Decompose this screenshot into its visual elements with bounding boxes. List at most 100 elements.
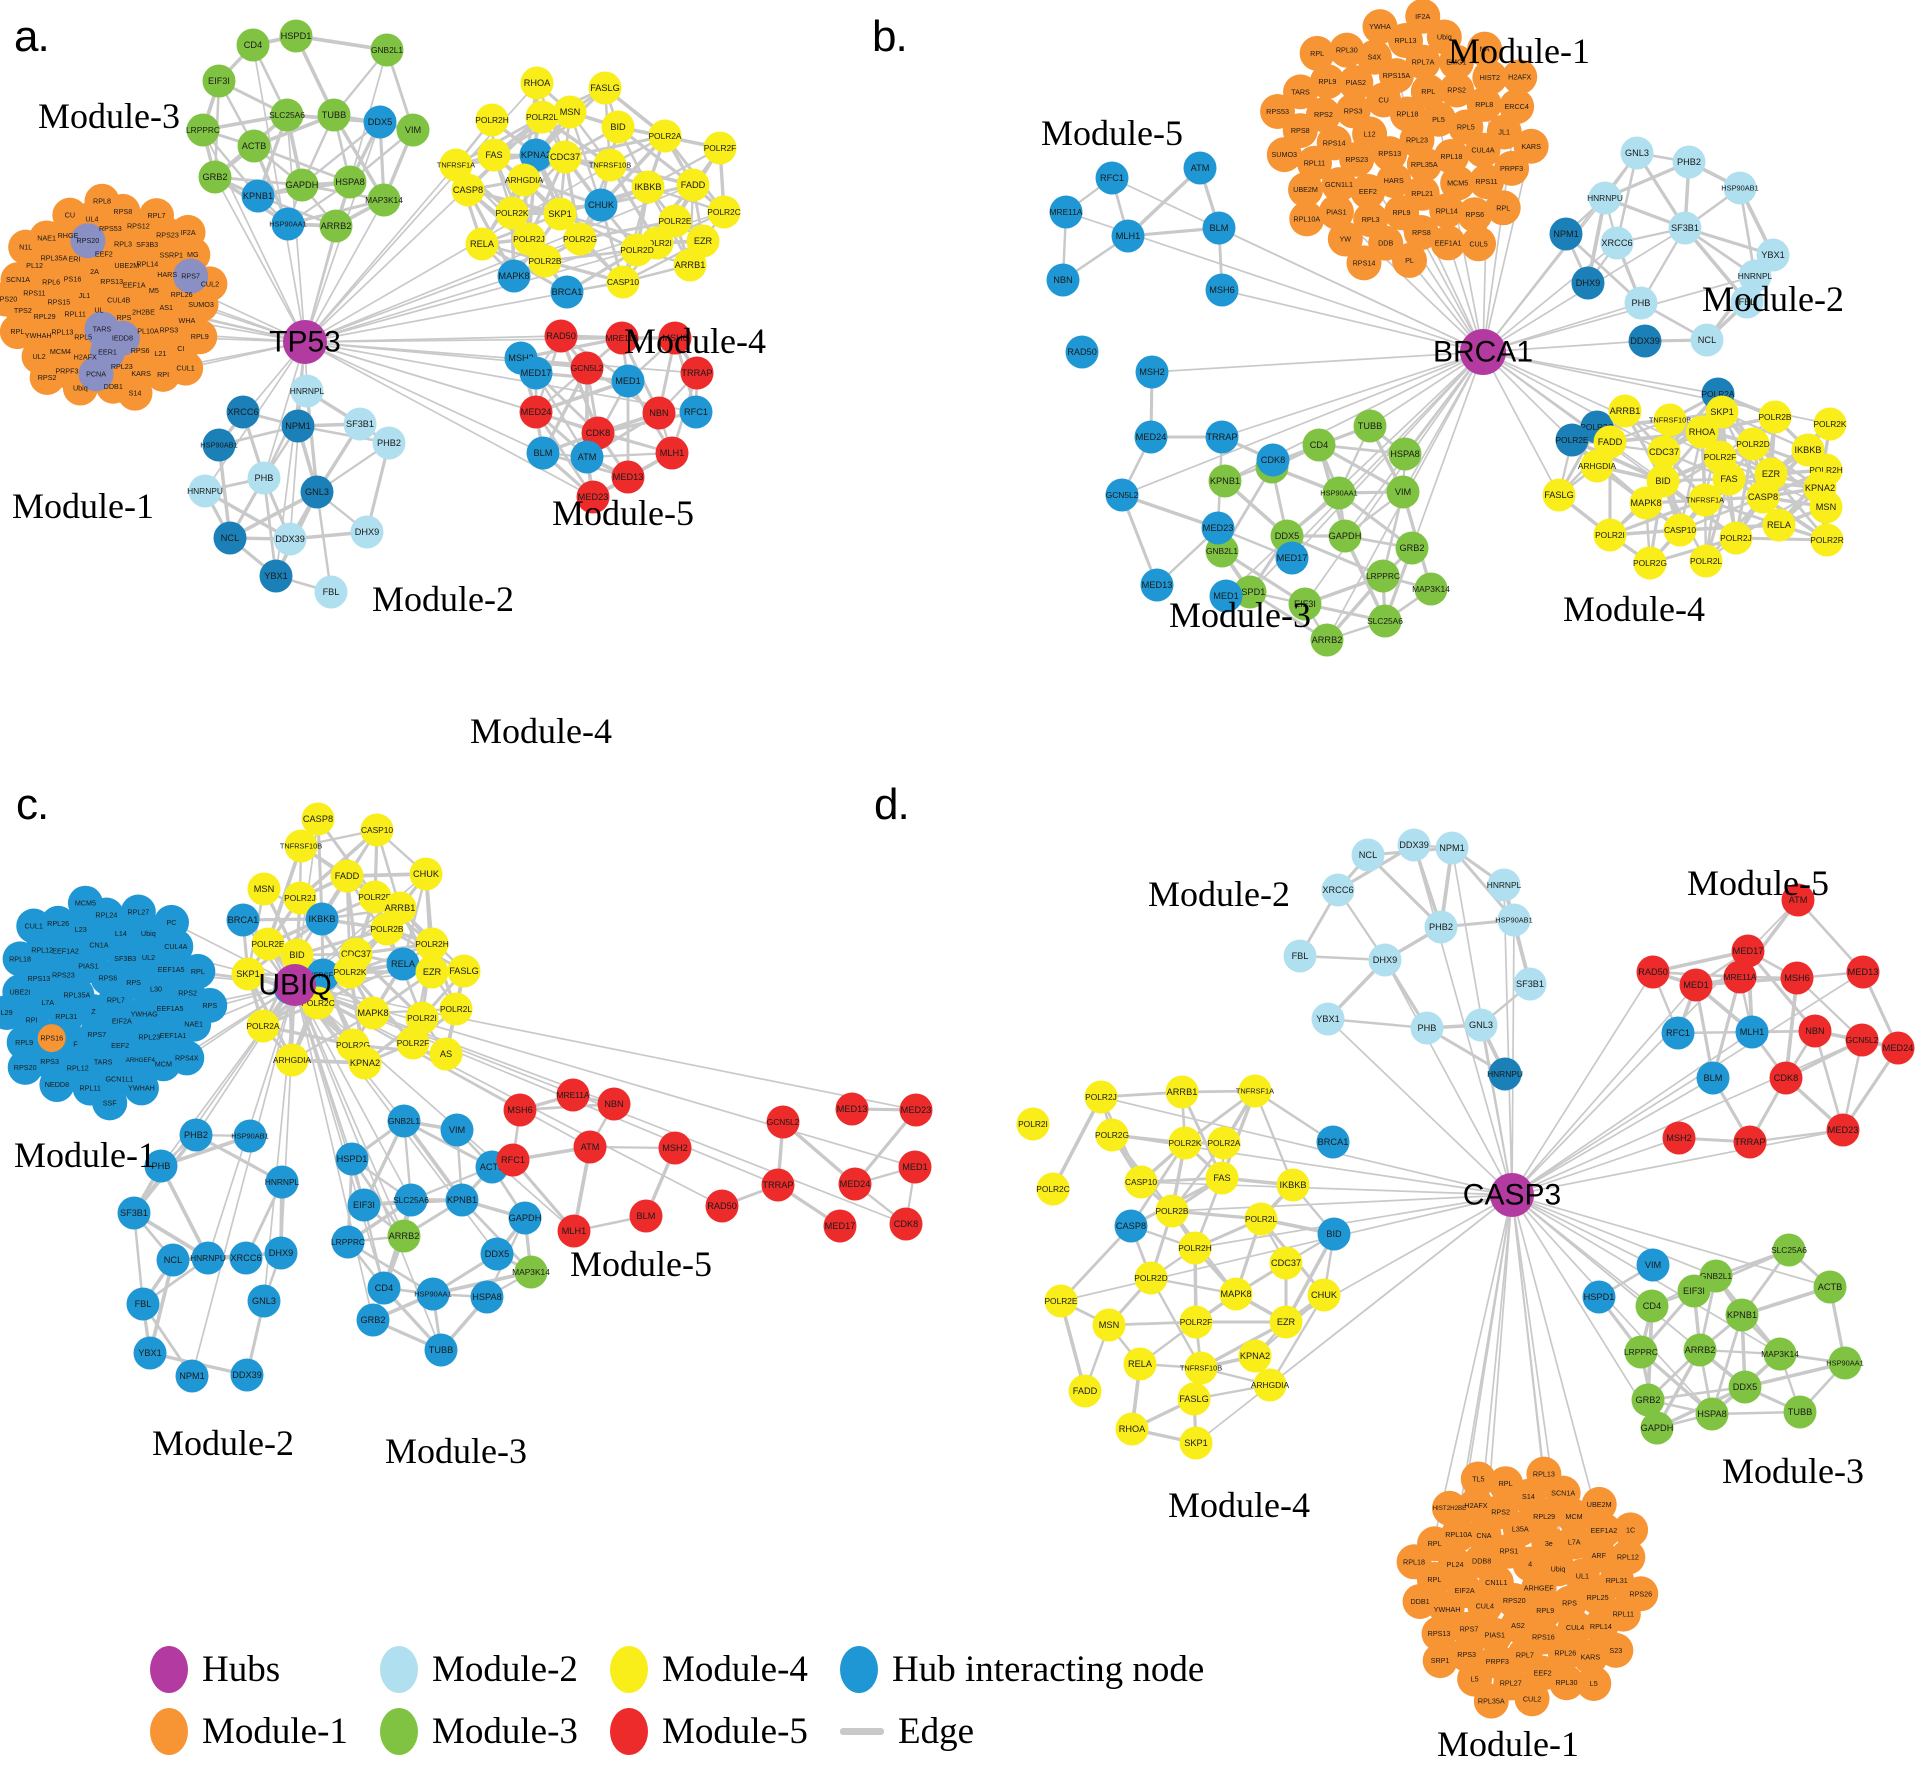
network-node[interactable]: DDX39	[1628, 324, 1662, 358]
network-node[interactable]: MLH1	[1111, 219, 1145, 253]
network-node[interactable]: POLR2F	[396, 1026, 430, 1060]
network-node[interactable]: TUBB	[1783, 1395, 1817, 1429]
network-node[interactable]: YBX1	[133, 1336, 167, 1370]
network-node[interactable]: DDX5	[1270, 519, 1304, 553]
network-node[interactable]: POLR2B	[1758, 400, 1792, 434]
network-node[interactable]: ARRB2	[1310, 623, 1344, 657]
network-node[interactable]: ACTB	[1255, 450, 1289, 484]
network-node[interactable]: HSPA8	[470, 1280, 504, 1314]
network-node[interactable]: YBX1	[1311, 1002, 1345, 1036]
network-node[interactable]: TNFRSF10B	[589, 148, 631, 182]
network-node[interactable]: RELA	[1123, 1347, 1157, 1381]
network-node[interactable]: POLR2G	[563, 222, 597, 256]
network-node[interactable]: KPNB1	[1725, 1298, 1759, 1332]
network-node[interactable]: ARRB1	[1165, 1075, 1199, 1109]
network-node[interactable]: TRRAP	[1205, 420, 1239, 454]
network-node[interactable]: SLC25A6	[269, 98, 305, 132]
network-node[interactable]: IKBKB	[305, 902, 339, 936]
network-node[interactable]: FAS	[1205, 1161, 1239, 1195]
network-node[interactable]: CDC37	[1647, 435, 1681, 469]
network-node[interactable]: POLR2E	[1044, 1284, 1078, 1318]
network-node[interactable]: GRB2	[356, 1303, 390, 1337]
network-node[interactable]: POLR2L	[525, 100, 559, 134]
network-node[interactable]: MAP3K14	[512, 1255, 550, 1289]
network-node[interactable]: POLR2B	[370, 912, 404, 946]
network-node[interactable]: POLR2J	[1719, 521, 1753, 555]
network-node[interactable]: PHB2	[1672, 145, 1706, 179]
network-node[interactable]: MED13	[1846, 955, 1880, 989]
network-node[interactable]: MAP3K14	[365, 183, 403, 217]
network-node[interactable]: BRCA1	[226, 903, 260, 937]
network-node[interactable]: POLR2F	[1703, 440, 1737, 474]
network-node[interactable]: POLR2K	[333, 955, 367, 989]
network-node[interactable]: GAPDH	[1328, 519, 1362, 553]
network-node[interactable]: SF3B1	[343, 407, 377, 441]
network-node[interactable]: XRCC6	[229, 1241, 263, 1275]
network-node[interactable]: NCL	[156, 1243, 190, 1277]
network-node[interactable]: DHX9	[1368, 943, 1402, 977]
network-node[interactable]: RELA	[1762, 508, 1796, 542]
network-node[interactable]: FBL	[126, 1287, 160, 1321]
network-node[interactable]: MED23	[899, 1093, 933, 1127]
network-node[interactable]: IKBKB	[631, 170, 665, 204]
network-node[interactable]: SKP1	[1179, 1426, 1213, 1460]
network-node[interactable]: POLR2A	[1207, 1126, 1241, 1160]
network-node[interactable]: CHUK	[409, 857, 443, 891]
network-node[interactable]: EIF3I	[202, 64, 236, 98]
network-node[interactable]: POLR2G	[336, 1028, 370, 1062]
network-node[interactable]: TNFRSF10B	[1180, 1351, 1222, 1385]
network-node[interactable]: DHX9	[350, 515, 384, 549]
network-node[interactable]: HNRNPL	[265, 1165, 300, 1199]
network-node[interactable]: POLR2I	[1593, 518, 1627, 552]
network-node[interactable]: POLR2K	[495, 196, 529, 230]
network-node[interactable]: MRE11A	[556, 1078, 590, 1112]
network-node[interactable]: MAPK8	[356, 996, 390, 1030]
network-node[interactable]: MLH1	[1735, 1015, 1769, 1049]
module1-blob[interactable]	[0, 885, 228, 1121]
network-node[interactable]: FAS	[1712, 462, 1746, 496]
network-node[interactable]: NPM1	[1549, 217, 1583, 251]
network-node[interactable]: SF3B1	[1668, 211, 1702, 245]
network-node[interactable]: BID	[1646, 464, 1680, 498]
network-node[interactable]: HSP90AA1	[1826, 1346, 1864, 1380]
network-node[interactable]: HSPD1	[279, 19, 313, 53]
network-node[interactable]: GNL3	[1620, 136, 1654, 170]
network-node[interactable]: PHB2	[1424, 910, 1458, 944]
network-node[interactable]: GNB2L1	[1205, 534, 1239, 568]
network-node[interactable]: RHOA	[1685, 415, 1719, 449]
network-node[interactable]: VIM	[1636, 1248, 1670, 1282]
network-node[interactable]: TUBB	[317, 98, 351, 132]
network-node[interactable]: GCN5L2	[570, 351, 604, 385]
hub-node[interactable]: TP53	[269, 320, 341, 364]
network-node[interactable]: MSH6	[1780, 961, 1814, 995]
network-node[interactable]: CASP8	[451, 173, 485, 207]
network-node[interactable]: TNFRSF1A	[1686, 483, 1724, 517]
network-node[interactable]: CDC37	[548, 140, 582, 174]
network-node[interactable]: POLR2C	[1580, 410, 1614, 444]
network-node[interactable]: CD4	[367, 1271, 401, 1305]
network-node[interactable]: MED17	[519, 356, 553, 390]
network-node[interactable]: POLR2H	[475, 103, 509, 137]
network-node[interactable]: POLR2K	[1813, 407, 1847, 441]
network-node[interactable]: PHB	[1410, 1011, 1444, 1045]
network-node[interactable]: MRE11A	[1049, 195, 1083, 229]
network-node[interactable]: RAD50	[1636, 955, 1670, 989]
network-node[interactable]: POLR2C	[301, 986, 335, 1020]
network-node[interactable]: GAPDH	[285, 168, 319, 202]
network-node[interactable]: POLR2J	[1084, 1080, 1118, 1114]
network-node[interactable]: HSP90AB1	[1495, 903, 1533, 937]
network-node[interactable]: POLR2R	[1810, 523, 1844, 557]
network-node[interactable]: HSP90AA1	[1320, 476, 1358, 510]
network-node[interactable]: POLR2A	[246, 1009, 280, 1043]
network-node[interactable]: MAP3K14	[1412, 572, 1450, 606]
network-node[interactable]: EZR	[415, 955, 449, 989]
network-node[interactable]: FBL	[314, 575, 348, 609]
network-node[interactable]: POLR2B	[528, 244, 562, 278]
network-node[interactable]: HSP90AB1	[200, 428, 238, 462]
network-node[interactable]: DDX5	[480, 1237, 514, 1271]
network-node[interactable]: SF3B1	[1513, 967, 1547, 1001]
network-node[interactable]: POLR2G	[1633, 546, 1667, 580]
network-node[interactable]: BID	[601, 110, 635, 144]
network-node[interactable]: LRPPRC	[186, 113, 220, 147]
network-node[interactable]: PHB2	[372, 426, 406, 460]
